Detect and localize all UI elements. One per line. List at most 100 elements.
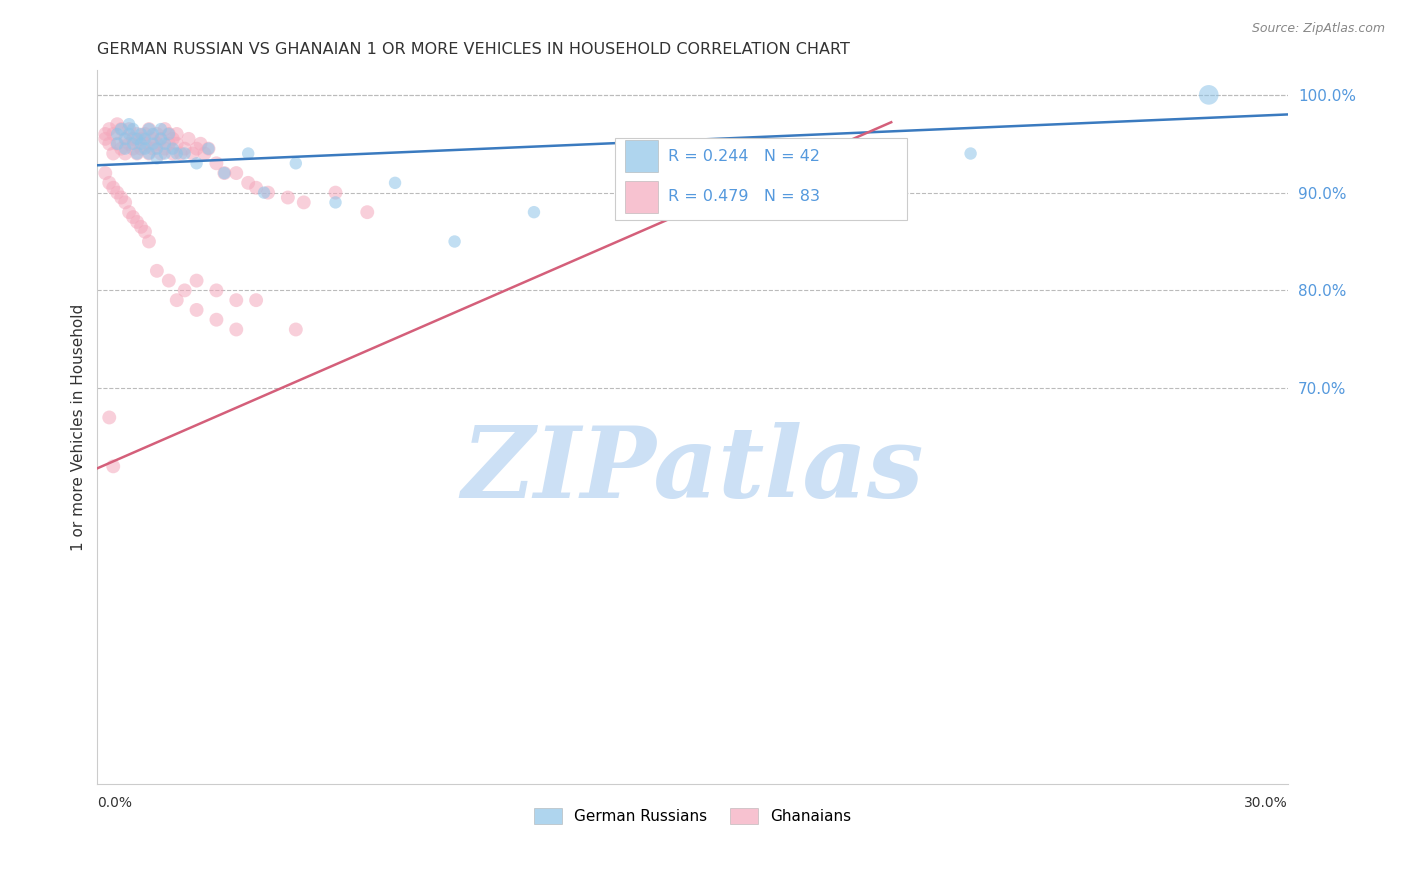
Point: [238, 176, 260, 190]
Point: [170, 146, 193, 161]
Point: [105, 117, 128, 131]
Point: [125, 127, 148, 141]
Point: [142, 142, 165, 156]
Point: [98, 410, 121, 425]
Point: [181, 146, 204, 161]
Point: [153, 136, 176, 151]
Point: [284, 322, 307, 336]
Point: [193, 146, 215, 161]
Point: [162, 146, 184, 161]
Point: [122, 122, 145, 136]
Point: [122, 210, 145, 224]
Point: [110, 190, 132, 204]
Point: [157, 127, 180, 141]
Point: [105, 186, 128, 200]
Point: [134, 142, 156, 156]
Point: [197, 142, 219, 156]
Point: [125, 146, 148, 161]
FancyBboxPatch shape: [624, 181, 658, 213]
Point: [162, 132, 184, 146]
Point: [114, 195, 136, 210]
Point: [94, 127, 117, 141]
Point: [129, 136, 152, 151]
Point: [118, 127, 141, 141]
Point: [166, 293, 188, 308]
Point: [205, 284, 228, 298]
Point: [94, 132, 117, 146]
Point: [190, 136, 212, 151]
Point: [166, 146, 188, 161]
Text: R = 0.479   N = 83: R = 0.479 N = 83: [668, 189, 820, 204]
Point: [149, 132, 172, 146]
Point: [122, 136, 145, 151]
Point: [166, 136, 188, 151]
Point: [118, 136, 141, 151]
Point: [114, 132, 136, 146]
Point: [157, 136, 180, 151]
Point: [157, 127, 180, 141]
Point: [118, 122, 141, 136]
Point: [122, 142, 145, 156]
Point: [125, 146, 148, 161]
Point: [138, 122, 160, 136]
Point: [245, 180, 267, 194]
Point: [257, 186, 280, 200]
Point: [94, 166, 117, 180]
Point: [177, 132, 200, 146]
Point: [146, 152, 169, 166]
Point: [292, 195, 315, 210]
Point: [129, 127, 152, 141]
Point: [138, 122, 160, 136]
Point: [98, 136, 121, 151]
Point: [166, 127, 188, 141]
Point: [105, 136, 128, 151]
Point: [98, 176, 121, 190]
Point: [149, 122, 172, 136]
Point: [129, 132, 152, 146]
Text: 0.0%: 0.0%: [97, 796, 132, 810]
Point: [153, 142, 176, 156]
Point: [134, 127, 156, 141]
Point: [173, 146, 195, 161]
Text: ZIPatlas: ZIPatlas: [461, 422, 924, 518]
Point: [253, 186, 276, 200]
Point: [225, 322, 247, 336]
Point: [146, 136, 169, 151]
Point: [443, 235, 465, 249]
Point: [205, 156, 228, 170]
Point: [146, 264, 169, 278]
Point: [157, 274, 180, 288]
Point: [146, 127, 169, 141]
Point: [325, 186, 347, 200]
Point: [134, 225, 156, 239]
Point: [98, 122, 121, 136]
Point: [173, 284, 195, 298]
Point: [129, 219, 152, 234]
Y-axis label: 1 or more Vehicles in Household: 1 or more Vehicles in Household: [72, 303, 86, 551]
Point: [214, 166, 236, 180]
Point: [142, 136, 165, 151]
Point: [142, 127, 165, 141]
Point: [153, 122, 176, 136]
Point: [173, 142, 195, 156]
Point: [1198, 87, 1220, 102]
Point: [103, 127, 125, 141]
Text: GERMAN RUSSIAN VS GHANAIAN 1 OR MORE VEHICLES IN HOUSEHOLD CORRELATION CHART: GERMAN RUSSIAN VS GHANAIAN 1 OR MORE VEH…: [97, 42, 851, 57]
Point: [621, 205, 644, 219]
Point: [118, 205, 141, 219]
Point: [238, 146, 260, 161]
Point: [110, 142, 132, 156]
Point: [110, 122, 132, 136]
Point: [138, 235, 160, 249]
Point: [225, 293, 247, 308]
Point: [114, 146, 136, 161]
Point: [146, 142, 169, 156]
Point: [110, 122, 132, 136]
Point: [122, 132, 145, 146]
Point: [186, 142, 208, 156]
Point: [959, 146, 981, 161]
Point: [284, 156, 307, 170]
Point: [186, 302, 208, 317]
Point: [523, 205, 546, 219]
FancyBboxPatch shape: [616, 138, 907, 220]
